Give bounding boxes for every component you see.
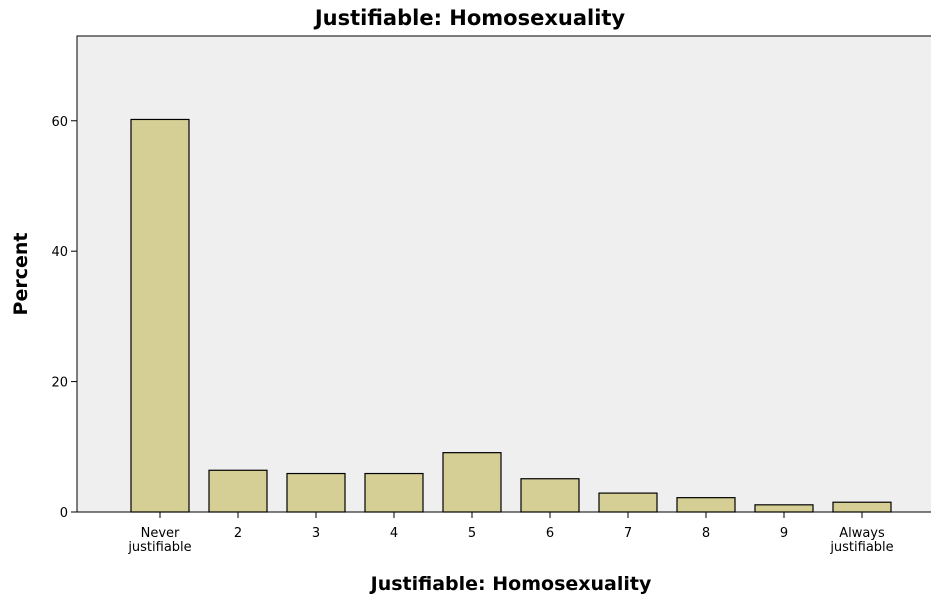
x-tick-label: 8 (702, 526, 710, 541)
y-tick-label: 0 (60, 506, 68, 521)
bar (598, 492, 658, 513)
x-tick-label: 6 (546, 526, 554, 541)
bar (286, 472, 346, 513)
bar (754, 504, 814, 513)
x-tick-label: Always justifiable (829, 526, 893, 555)
x-tick-label-line: 4 (390, 526, 398, 541)
y-tick-label: 40 (51, 245, 68, 260)
bar (364, 472, 424, 513)
x-tick-label: 7 (624, 526, 632, 541)
x-tick-label: 5 (468, 526, 476, 541)
x-tick-label: 2 (234, 526, 242, 541)
x-tick-label-line: justifiable (829, 540, 893, 555)
y-tick-label: 20 (51, 376, 68, 391)
y-axis-title: Percent (10, 233, 32, 316)
y-tick-label: 60 (51, 115, 68, 130)
x-tick-label: 4 (390, 526, 398, 541)
x-tick-label-line: 9 (780, 526, 788, 541)
x-tick-label-line: Never (141, 526, 180, 541)
x-tick-label-line: 3 (312, 526, 320, 541)
x-tick-label: 3 (312, 526, 320, 541)
chart-title: Justifiable: Homosexuality (313, 6, 626, 30)
x-tick-label-line: 8 (702, 526, 710, 541)
bar (832, 501, 892, 513)
x-axis-title: Justifiable: Homosexuality (369, 573, 652, 595)
bar (208, 469, 268, 513)
x-tick-label-line: justifiable (127, 540, 191, 555)
bar (676, 497, 736, 513)
x-tick-label-line: 5 (468, 526, 476, 541)
bar (520, 478, 580, 513)
x-tick-label: Never justifiable (127, 526, 191, 555)
x-tick-label: 9 (780, 526, 788, 541)
plot-area (76, 35, 931, 513)
x-tick-label-line: Always (839, 526, 885, 541)
x-tick-label-line: 2 (234, 526, 242, 541)
x-tick-label-line: 7 (624, 526, 632, 541)
y-axis: 0 20 40 60 (51, 115, 77, 521)
bars-group (130, 118, 892, 513)
x-tick-label-line: 6 (546, 526, 554, 541)
bar (442, 452, 502, 513)
bar (130, 118, 190, 513)
